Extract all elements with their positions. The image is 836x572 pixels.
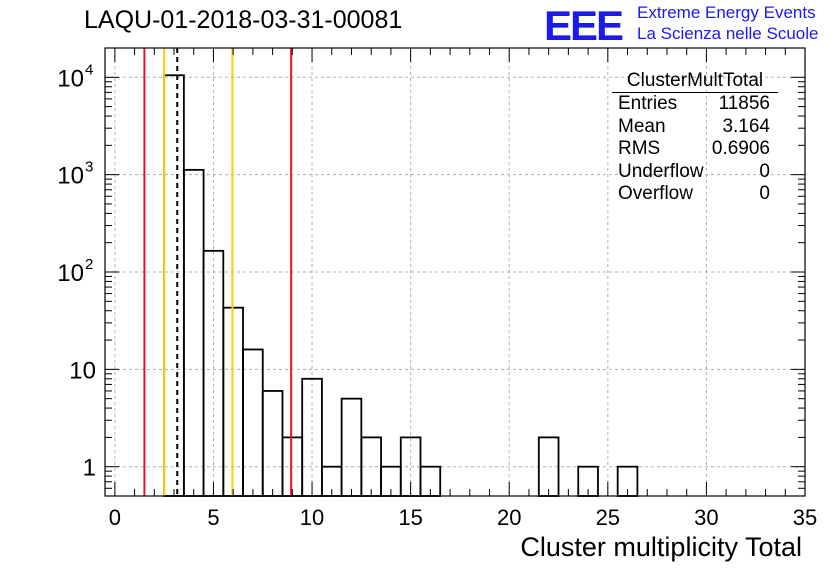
y-tick-label: 1 [83,455,96,482]
logo-subtitle-2: La Scienza nelle Scuole [637,24,819,43]
stats-label: Underflow [618,160,704,182]
stats-row-entries: Entries 11856 [612,93,778,116]
y-tick-label: 10 [69,357,96,384]
x-tick-label: 30 [694,505,718,530]
y-tick-exponent: 3 [85,159,93,176]
stats-label: Overflow [618,183,693,204]
stats-value: 0 [759,183,770,204]
x-tick-label: 20 [497,505,521,530]
stats-row-overflow: Overflow 0 [612,183,778,206]
stats-value: 3.164 [722,115,770,137]
y-tick-label: 10 [57,260,84,287]
y-tick-exponent: 4 [85,61,93,78]
stats-label: Mean [618,115,666,137]
y-tick-exponent: 2 [85,256,93,273]
stats-row-mean: Mean 3.164 [612,116,778,139]
stats-value: 0 [759,160,770,182]
y-tick-label: 10 [57,65,84,92]
logo-subtitle-1: Extreme Energy Events [637,3,816,22]
stats-value: 0.6906 [711,138,770,159]
x-tick-label: 0 [109,505,121,530]
x-tick-label: 25 [596,505,620,530]
stats-box: ClusterMultTotal Entries 11856 Mean 3.16… [612,70,778,206]
x-tick-label: 10 [300,505,324,530]
stats-label: Entries [618,93,678,114]
stats-value: 11856 [718,93,770,114]
y-tick-label: 10 [57,163,84,190]
plot-title: LAQU-01-2018-03-31-00081 [84,6,403,34]
x-tick-label: 15 [398,505,422,530]
stats-row-underflow: Underflow 0 [612,161,778,184]
x-tick-label: 5 [207,505,219,530]
stats-row-rms: RMS 0.6906 [612,138,778,161]
eee-logo: EEE [544,2,624,49]
x-tick-label: 35 [793,505,817,530]
stats-label: RMS [618,138,661,159]
x-axis-label: Cluster multiplicity Total [520,532,802,562]
stats-title: ClusterMultTotal [612,70,778,93]
